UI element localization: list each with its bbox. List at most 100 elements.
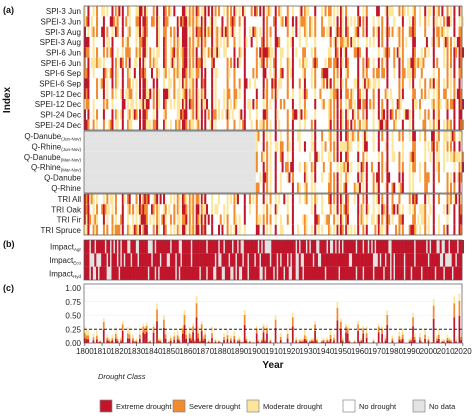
heatmap-cell <box>269 194 272 205</box>
bar-segment-extreme <box>362 333 365 343</box>
bar-segment-moderate <box>188 326 191 334</box>
bar-segment-moderate <box>132 334 134 338</box>
heatmap-cell <box>164 109 167 120</box>
heatmap-cell <box>130 119 133 130</box>
heatmap-cell <box>276 204 279 215</box>
bar-segment-severe <box>314 324 316 331</box>
heatmap-cell <box>164 68 167 79</box>
heatmap-cell <box>126 99 129 110</box>
heatmap-cell <box>138 6 141 17</box>
heatmap-cell <box>142 109 145 120</box>
heatmap-cell <box>279 78 282 89</box>
heatmap-cell <box>372 68 375 79</box>
bar-segment-extreme <box>274 327 277 343</box>
heatmap-cell <box>398 214 401 225</box>
heatmap-cell <box>192 204 195 215</box>
bar-segment-severe <box>448 339 450 342</box>
heatmap-cell <box>458 266 461 280</box>
bar-segment-moderate <box>133 340 136 342</box>
bar-segment-extreme <box>360 341 363 343</box>
heatmap-cell <box>152 6 155 17</box>
heatmap-cell <box>453 131 456 142</box>
heatmap-cell <box>164 253 167 267</box>
heatmap-cell <box>444 266 447 280</box>
heatmap-cell <box>233 68 236 79</box>
heatmap-cell <box>413 204 416 215</box>
heatmap-cell <box>156 88 159 99</box>
legend-entry: No data <box>412 399 456 413</box>
heatmap-cell <box>448 194 451 205</box>
heatmap-cell <box>223 204 226 215</box>
heatmap-cell <box>190 109 193 120</box>
bar-segment-extreme <box>238 341 241 343</box>
heatmap-cell <box>94 57 97 68</box>
heatmap-cell <box>446 78 449 89</box>
heatmap-cell <box>343 162 346 173</box>
heatmap-cell <box>334 47 337 58</box>
heatmap-cell <box>96 224 99 235</box>
legend-label: No data <box>429 402 456 411</box>
heatmap-cell <box>333 16 336 27</box>
heatmap-cell <box>453 68 456 79</box>
heatmap-cell <box>221 26 224 37</box>
heatmap-cell <box>431 99 434 110</box>
heatmap-cell <box>327 99 330 110</box>
heatmap-cell <box>449 194 452 205</box>
heatmap-cell <box>446 37 449 48</box>
heatmap-cell <box>298 182 301 193</box>
bar-segment-severe <box>214 340 217 342</box>
heatmap-cell <box>114 16 117 27</box>
heatmap-cell <box>446 119 449 130</box>
heatmap-cell <box>412 182 415 193</box>
heatmap-cell <box>85 78 88 89</box>
heatmap-cell <box>197 16 200 27</box>
heatmap-cell <box>163 240 166 254</box>
x-tick-label: 2010 <box>437 347 455 356</box>
row-label-text: Q-Danube <box>44 174 81 183</box>
heatmap-cell <box>460 204 463 215</box>
heatmap-cell <box>314 141 317 152</box>
bar-segment-extreme <box>157 341 160 343</box>
heatmap-cell <box>202 224 205 235</box>
heatmap-cell <box>340 240 343 254</box>
heatmap-cell <box>163 68 166 79</box>
heatmap-cell <box>362 253 365 267</box>
bar-segment-severe <box>274 319 277 328</box>
bar-segment-moderate <box>236 338 239 341</box>
heatmap-cell <box>92 26 95 37</box>
bar-segment-extreme <box>446 340 449 343</box>
heatmap-cell <box>188 224 191 235</box>
heatmap-cell <box>391 240 394 254</box>
heatmap-cell <box>152 109 155 120</box>
heatmap-cell <box>278 119 281 130</box>
heatmap-cell <box>269 151 272 162</box>
heatmap-cell <box>231 253 234 267</box>
bar-segment-severe <box>102 321 105 330</box>
legend-title: Drought Class <box>98 372 146 381</box>
bar-segment-extreme <box>84 338 86 343</box>
heatmap-cell <box>393 47 396 58</box>
heatmap-cell <box>142 224 145 235</box>
bar-segment-extreme <box>202 340 205 343</box>
heatmap-cell <box>138 224 141 235</box>
heatmap-cell <box>121 224 124 235</box>
heatmap-cell <box>331 253 334 267</box>
heatmap-cell <box>266 214 269 225</box>
heatmap-cell <box>431 266 434 280</box>
heatmap-cell <box>157 240 160 254</box>
bar-segment-moderate <box>157 338 160 341</box>
heatmap-cell <box>118 6 121 17</box>
heatmap-cell <box>96 78 99 89</box>
heatmap-cell <box>254 6 257 17</box>
heatmap-cell <box>357 162 360 173</box>
heatmap-cell <box>190 266 193 280</box>
heatmap-cell <box>398 47 401 58</box>
bar-segment-moderate <box>192 323 194 327</box>
heatmap-cell <box>427 16 430 27</box>
heatmap-cell <box>92 47 95 58</box>
heatmap-cell <box>393 204 396 215</box>
heatmap-cell <box>111 57 114 68</box>
heatmap-cell <box>242 6 245 17</box>
heatmap-cell <box>140 253 143 267</box>
heatmap-cell <box>321 194 324 205</box>
